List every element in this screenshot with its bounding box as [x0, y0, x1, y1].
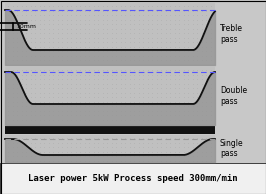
Bar — [5, 3, 215, 65]
Bar — [0, 163, 266, 194]
Bar — [5, 135, 215, 162]
Text: Treble
pass: Treble pass — [220, 24, 243, 44]
Bar — [5, 126, 215, 134]
Text: Double
pass: Double pass — [220, 86, 247, 106]
Text: 10mm: 10mm — [16, 24, 36, 29]
Bar — [5, 67, 215, 125]
Text: Single
pass: Single pass — [220, 139, 244, 158]
Text: Laser power 5kW Process speed 300mm/min: Laser power 5kW Process speed 300mm/min — [28, 174, 238, 183]
